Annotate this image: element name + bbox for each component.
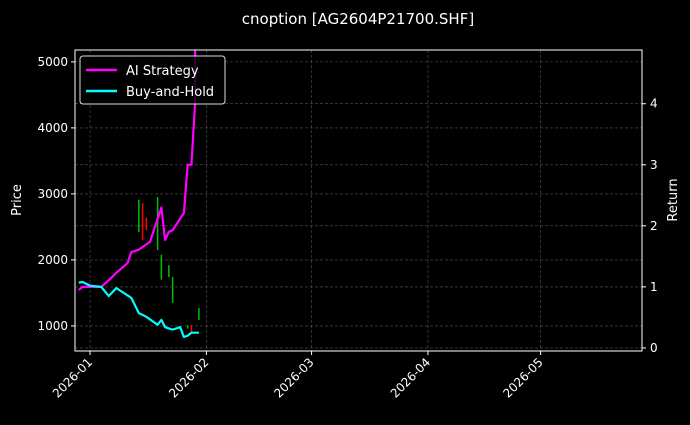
legend-label-buy-and-hold: Buy-and-Hold [126,85,214,100]
y-tick-label-right: 3 [650,158,658,172]
y-tick-label-right: 0 [650,341,658,355]
axes: 2026-01 2026-02 2026-03 2026-04 2026-05 1000 2… [37,55,657,401]
y-tick-label-left: 5000 [37,55,68,69]
y-tick-label-left: 1000 [37,319,68,333]
chart-title: cnoption [AG2604P21700.SHF] [242,10,474,28]
series-lines [78,50,199,339]
y-tick-label-right: 2 [650,219,658,233]
x-tick-label: 2026-05 [500,355,545,400]
y-tick-label-left: 2000 [37,253,68,267]
legend-label-ai-strategy: AI Strategy [126,64,199,79]
grid [75,50,642,351]
y-axis-label-left: Price [10,184,25,216]
candles [138,197,200,332]
x-tick-label: 2026-03 [271,355,316,400]
x-tick-label: 2026-04 [388,355,433,400]
y-tick-label-right: 1 [650,280,658,294]
y-tick-label-left: 3000 [37,187,68,201]
legend: AI Strategy Buy-and-Hold [79,55,226,105]
y-axis-label-right: Return [666,178,681,221]
plot-frame [74,49,643,352]
x-tick-label: 2026-01 [50,355,95,400]
y-tick-label-right: 4 [650,97,658,111]
x-tick-label: 2026-02 [166,355,211,400]
y-tick-label-left: 4000 [37,121,68,135]
series-line-buy-and-hold [78,280,199,339]
series-line-ai-strategy [78,50,197,291]
